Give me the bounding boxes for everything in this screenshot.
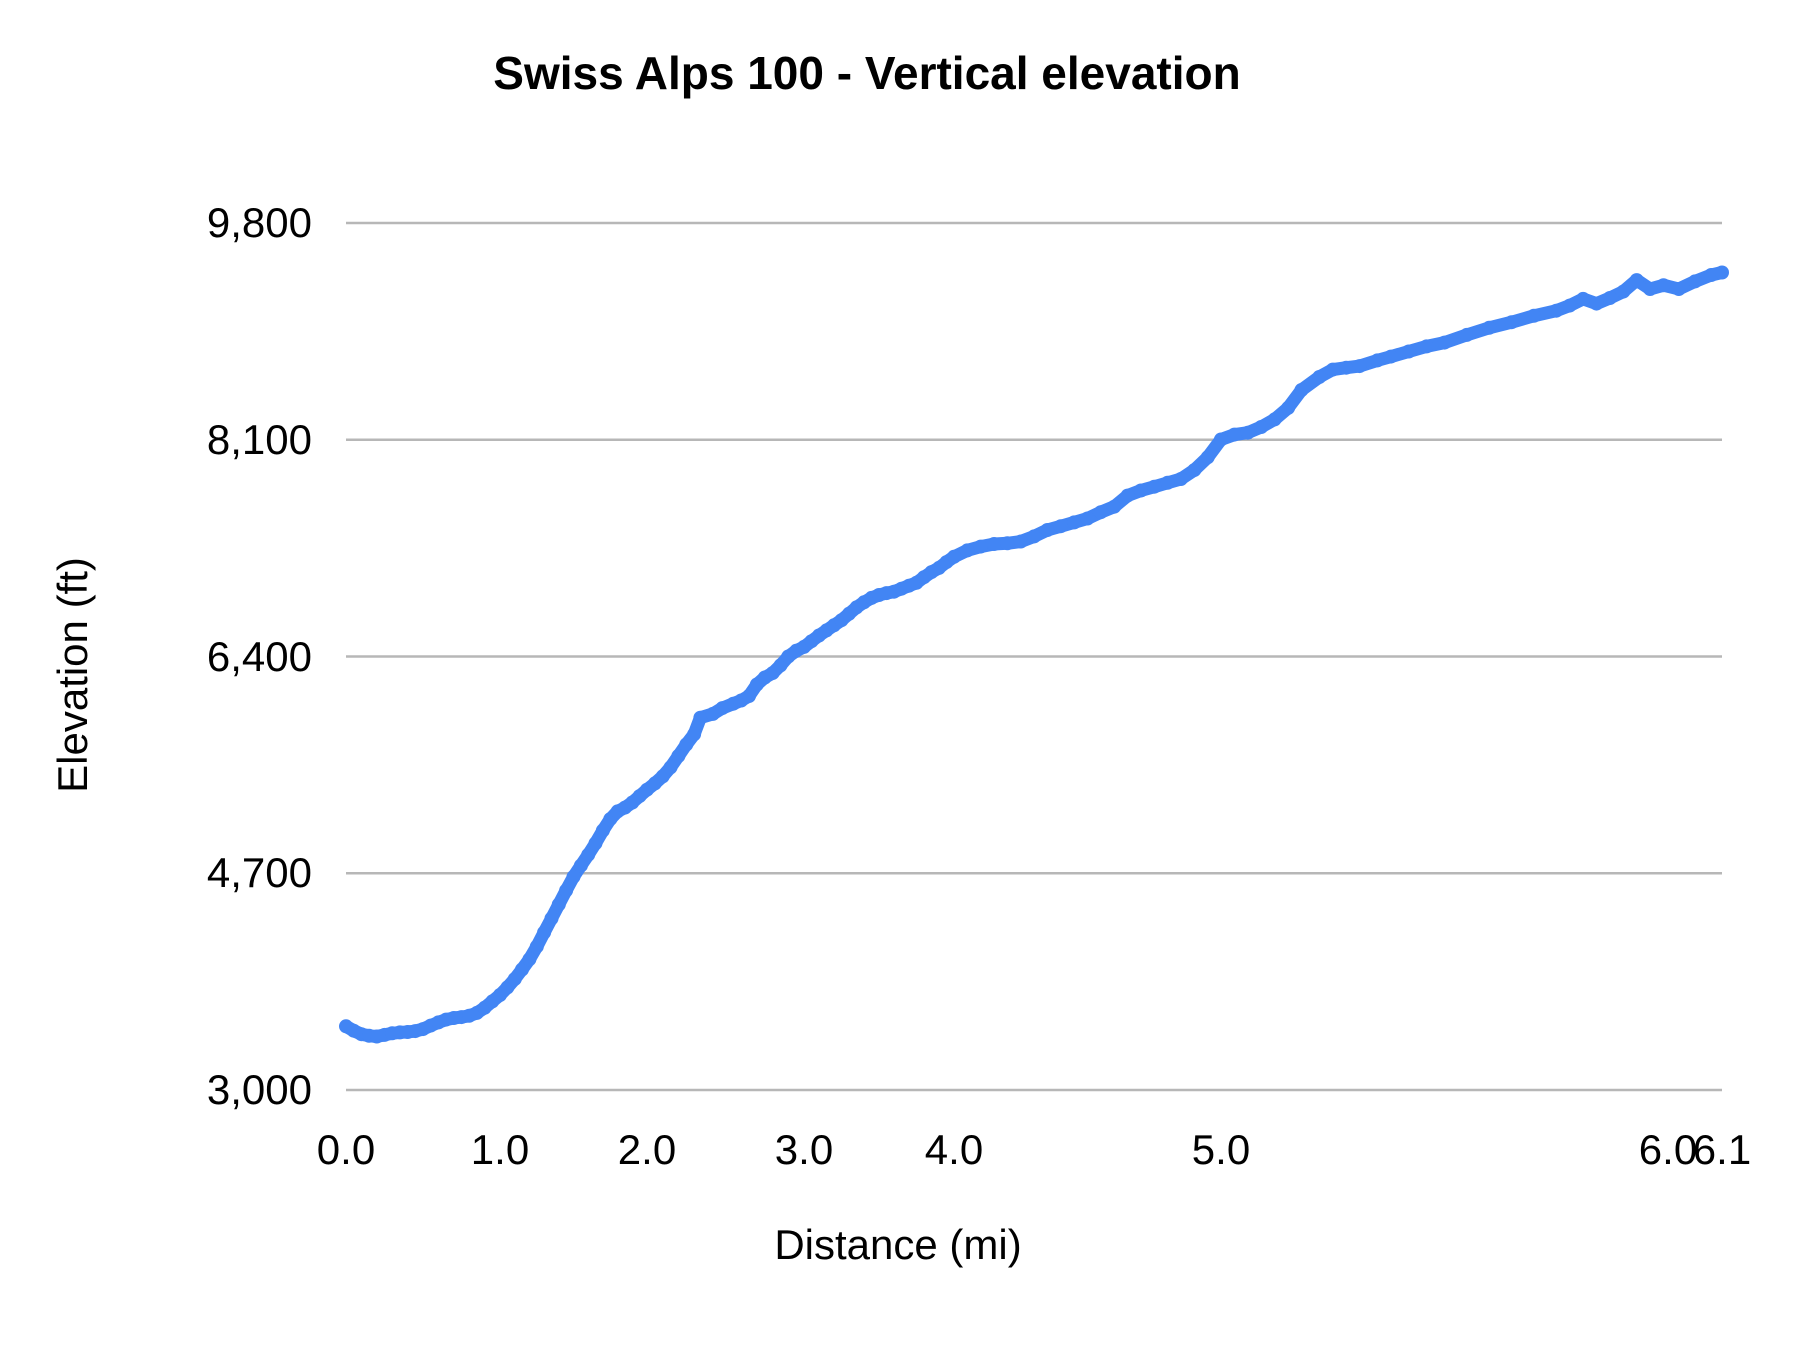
data-point-marker (537, 925, 552, 940)
data-point-marker (1173, 472, 1188, 486)
data-point-marker (1214, 432, 1228, 447)
data-point-marker (1000, 536, 1015, 551)
data-point-marker (1267, 412, 1282, 427)
data-point-marker (551, 897, 566, 912)
data-point-marker (1027, 529, 1042, 544)
data-point-marker (1133, 483, 1148, 498)
data-point-marker (588, 836, 603, 851)
data-point-marker (1352, 359, 1367, 374)
x-tick-label: 6.1 (1692, 1126, 1752, 1173)
data-point-marker (1437, 335, 1452, 350)
data-point-marker (960, 543, 975, 558)
data-point-marker (1643, 282, 1658, 296)
x-tick-label: 2.0 (617, 1126, 677, 1173)
data-point-marker (1187, 463, 1202, 478)
gridlines (346, 221, 1722, 1092)
y-tick-label: 4,700 (206, 849, 312, 897)
x-tick-label: 4.0 (924, 1126, 984, 1173)
data-point-marker (1053, 519, 1068, 534)
elevation-line-series (339, 265, 1729, 1044)
data-point-marker (1312, 370, 1327, 384)
data-point-marker (1526, 308, 1541, 323)
data-point-marker (715, 701, 730, 716)
data-point-marker (1147, 479, 1162, 494)
data-point-marker (1715, 265, 1729, 280)
data-point-marker (1240, 425, 1255, 440)
data-point-marker (663, 760, 678, 775)
data-point-marker (1200, 450, 1215, 465)
chart-title: Swiss Alps 100 - Vertical elevation (493, 47, 1241, 99)
data-point-marker (1383, 349, 1398, 364)
data-point-marker (595, 823, 610, 838)
y-tick-label: 9,800 (206, 199, 312, 246)
data-point-marker (1339, 360, 1354, 375)
data-point-marker (1616, 284, 1631, 299)
data-point-marker (693, 710, 708, 725)
data-point-marker (1325, 362, 1340, 377)
data-point-marker (1671, 282, 1686, 296)
data-point-marker (529, 939, 544, 954)
data-point-marker (1504, 315, 1519, 330)
x-tick-label: 0.0 (316, 1126, 376, 1173)
data-point-marker (1482, 320, 1497, 335)
data-point-marker (566, 869, 581, 884)
data-point-marker (1688, 274, 1702, 289)
data-point-marker (671, 749, 686, 763)
data-point-marker (973, 539, 988, 554)
y-tick-label: 8,100 (206, 415, 312, 463)
data-point-marker (544, 911, 559, 926)
data-point-marker (515, 962, 529, 977)
data-point-marker (1013, 534, 1028, 549)
x-axis-title: Distance (mi) (774, 1221, 1022, 1268)
data-point-marker (1549, 303, 1564, 318)
data-point-marker (1067, 515, 1082, 530)
data-point-marker (1576, 291, 1591, 306)
data-point-marker (1107, 499, 1122, 514)
data-point-marker (1294, 383, 1309, 397)
y-tick-label: 6,400 (206, 632, 312, 680)
data-point-marker (1602, 291, 1617, 305)
data-point-marker (679, 737, 694, 752)
x-tick-label: 5.0 (1191, 1126, 1251, 1173)
data-point-marker (1589, 296, 1604, 311)
data-point-marker (581, 847, 596, 862)
data-point-marker (559, 883, 574, 898)
data-point-marker (1281, 400, 1296, 415)
data-point-marker (1093, 505, 1108, 520)
x-tick-label: 1.0 (470, 1126, 530, 1173)
data-point-marker (1227, 427, 1242, 442)
data-point-marker (1629, 273, 1644, 288)
data-point-marker (507, 972, 522, 987)
data-point-marker (742, 689, 756, 703)
data-point-marker (1656, 278, 1671, 293)
data-point-marker (573, 858, 588, 873)
data-point-marker (1370, 353, 1385, 368)
data-point-marker (687, 727, 702, 742)
data-point-marker (1254, 420, 1269, 434)
data-point-marker (1040, 523, 1055, 537)
data-point-marker (1080, 511, 1095, 526)
x-tick-label: 6.0 (1638, 1126, 1698, 1173)
data-point-marker (947, 549, 961, 564)
data-point-marker (1562, 298, 1577, 313)
data-point-marker (1160, 475, 1175, 490)
data-point-marker (522, 952, 537, 967)
x-tick-label: 3.0 (774, 1126, 834, 1173)
data-point-marker (1704, 268, 1719, 282)
data-point-marker (987, 537, 1002, 551)
y-tick-label: 3,000 (206, 1066, 312, 1113)
data-point-marker (1120, 488, 1135, 503)
data-point-marker (1419, 339, 1434, 354)
data-point-marker (1459, 327, 1474, 342)
data-point-marker (1401, 344, 1416, 359)
